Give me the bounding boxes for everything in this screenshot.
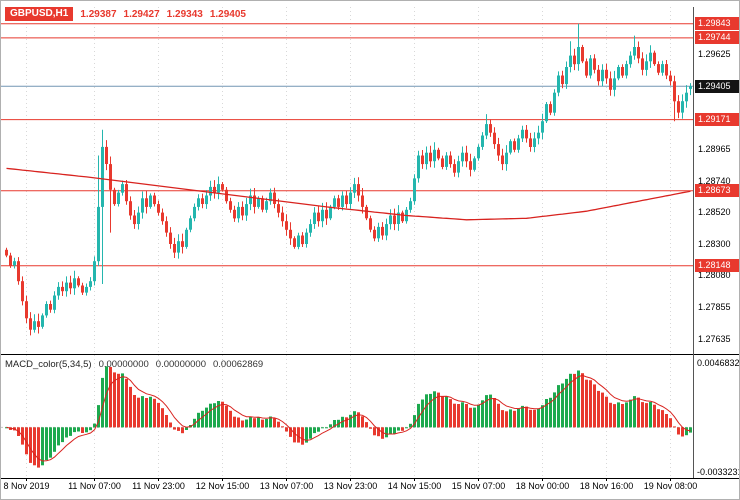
- price-axis[interactable]: 1.29625 1.28965 1.28740 1.28520 1.28300 1.280…: [694, 1, 739, 479]
- time-axis-label: 13 Nov 07:00: [259, 481, 314, 491]
- macd-indicator-label: MACD_color(5,34,5) 0.00000000 0.00000000…: [5, 359, 263, 370]
- price-tick-label: 1.27855: [698, 302, 731, 313]
- time-axis-label: 18 Nov 16:00: [579, 481, 634, 491]
- time-axis-label: 11 Nov 23:00: [132, 481, 185, 491]
- macd-value-1: 0.00000000: [98, 359, 149, 370]
- price-tick-label: 1.29625: [698, 49, 731, 60]
- time-axis-label: 15 Nov 07:00: [451, 481, 506, 491]
- price-tick-label: 1.28520: [698, 207, 731, 218]
- chart-title: GBPUSD,H1 1.29387 1.29427 1.29343 1.2940…: [5, 7, 246, 21]
- level-price-tag: 1.29843: [695, 17, 739, 31]
- level-price-tag: 1.29171: [695, 113, 739, 127]
- price-tick-label: 1.28300: [698, 238, 731, 249]
- time-axis-label: 12 Nov 15:00: [195, 481, 250, 491]
- time-axis-label: 11 Nov 07:00: [68, 481, 121, 491]
- level-price-tag: 1.28148: [695, 259, 739, 273]
- quote-low: 1.29343: [166, 8, 203, 20]
- time-axis-label: 18 Nov 00:00: [515, 481, 570, 491]
- quote-open: 1.29387: [80, 8, 117, 20]
- symbol-period-badge: GBPUSD,H1: [5, 7, 74, 21]
- level-price-tag: 1.29744: [695, 31, 739, 45]
- current-price-tag: 1.29405: [695, 79, 739, 93]
- quote-high: 1.29427: [123, 8, 160, 20]
- price-tick-label: 1.28965: [698, 143, 731, 154]
- time-axis-label: 14 Nov 15:00: [387, 481, 442, 491]
- macd-name: MACD_color(5,34,5): [5, 359, 92, 370]
- price-tick-label: 1.28740: [698, 175, 731, 186]
- macd-value-2: 0.00000000: [155, 359, 206, 370]
- time-axis-label: 8 Nov 2019: [3, 481, 50, 491]
- price-tick-label: 1.27635: [698, 333, 731, 344]
- time-axis-label: 13 Nov 23:00: [323, 481, 378, 491]
- macd-axis-label: 0.0046832: [697, 358, 740, 368]
- macd-axis: 0.0046832 -0.0033231: [694, 355, 740, 479]
- price-tick-label: 1.28080: [698, 269, 731, 280]
- time-axis[interactable]: 8 Nov 2019 11 Nov 07:00 11 Nov 23:00 12 Nov…: [1, 481, 739, 499]
- macd-axis-label: -0.0033231: [697, 467, 740, 477]
- level-price-tag: 1.28673: [695, 184, 739, 198]
- macd-value-3: 0.00062869: [213, 359, 264, 370]
- time-axis-label: 19 Nov 08:00: [643, 481, 698, 491]
- quote-close: 1.29405: [209, 8, 246, 20]
